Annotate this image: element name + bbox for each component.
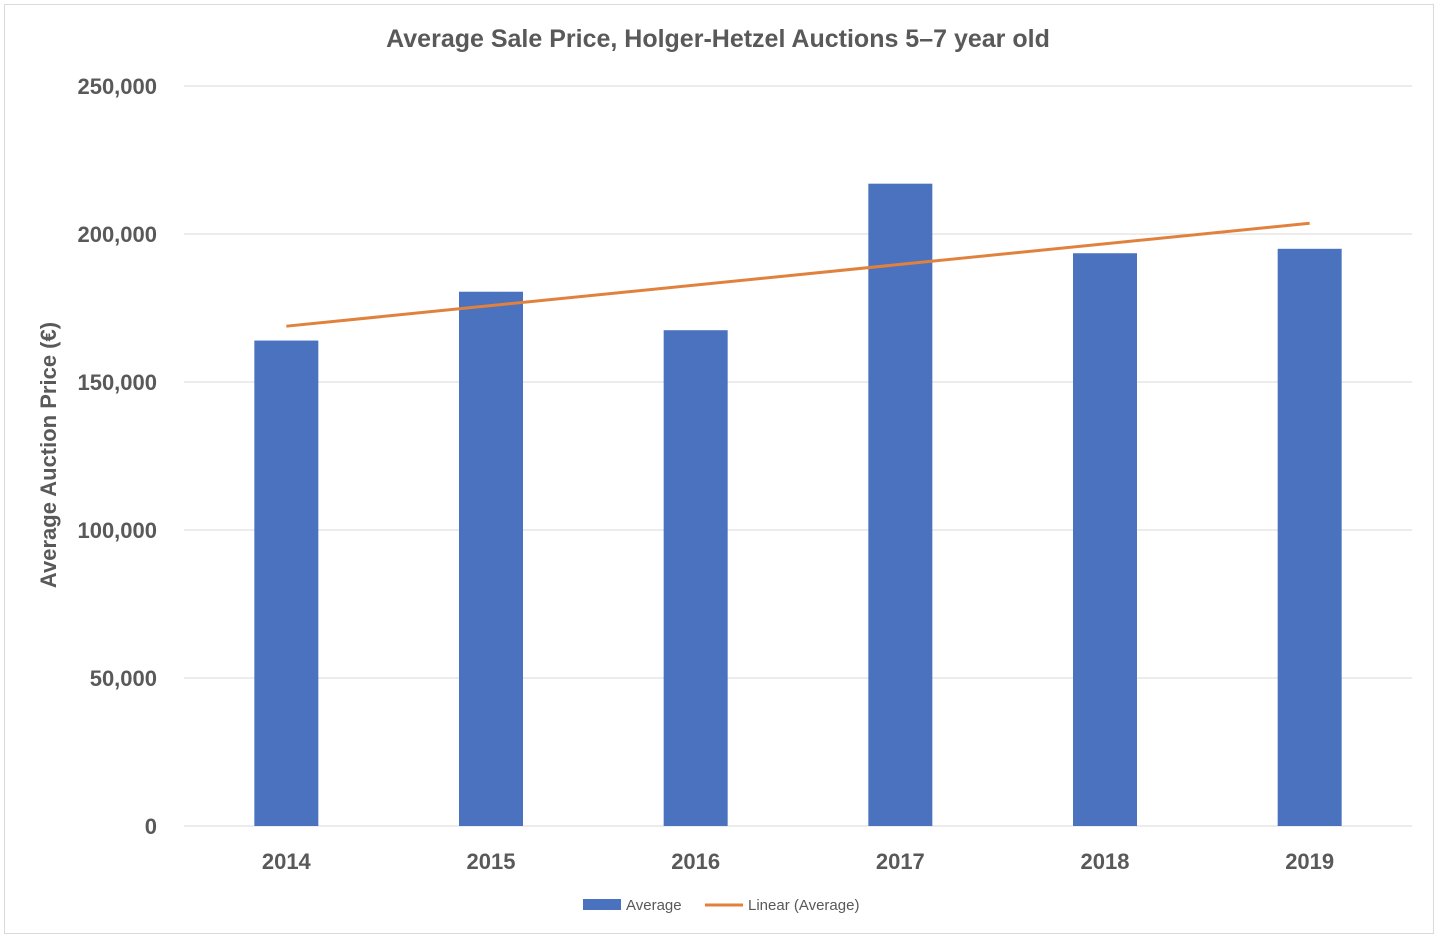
legend-swatch-average (583, 899, 621, 910)
y-tick-label: 50,000 (90, 666, 157, 691)
x-axis-ticks: 2014 2015 2016 2017 2018 2019 (262, 849, 1334, 874)
x-tick-label: 2015 (467, 849, 516, 874)
bar-2014 (254, 340, 319, 826)
y-axis-label: Average Auction Price (€) (36, 322, 61, 588)
x-tick-label: 2018 (1081, 849, 1130, 874)
y-tick-label: 200,000 (77, 222, 157, 247)
x-tick-label: 2019 (1285, 849, 1334, 874)
y-tick-label: 150,000 (77, 370, 157, 395)
x-tick-label: 2016 (671, 849, 720, 874)
bar-2017 (868, 183, 933, 826)
bars (254, 183, 1342, 827)
bar-2016 (663, 330, 728, 826)
x-tick-label: 2017 (876, 849, 925, 874)
y-tick-label: 0 (145, 814, 157, 839)
trendline-layer (286, 221, 1310, 328)
y-axis-ticks: 0 50,000 100,000 150,000 200,000 250,000 (77, 74, 157, 839)
chart-title: Average Sale Price, Holger-Hetzel Auctio… (386, 25, 1050, 53)
trendline (286, 221, 1310, 328)
bar-2018 (1073, 253, 1137, 827)
x-tick-label: 2014 (262, 849, 312, 874)
bar-2019 (1277, 248, 1342, 827)
legend-label-average: Average (626, 897, 682, 914)
gridlines (184, 85, 1412, 827)
bar-2015 (459, 291, 523, 827)
legend: Average Linear (Average) (583, 897, 859, 914)
y-tick-label: 100,000 (77, 518, 157, 543)
y-tick-label: 250,000 (77, 74, 157, 99)
legend-label-linear-average: Linear (Average) (748, 897, 859, 914)
